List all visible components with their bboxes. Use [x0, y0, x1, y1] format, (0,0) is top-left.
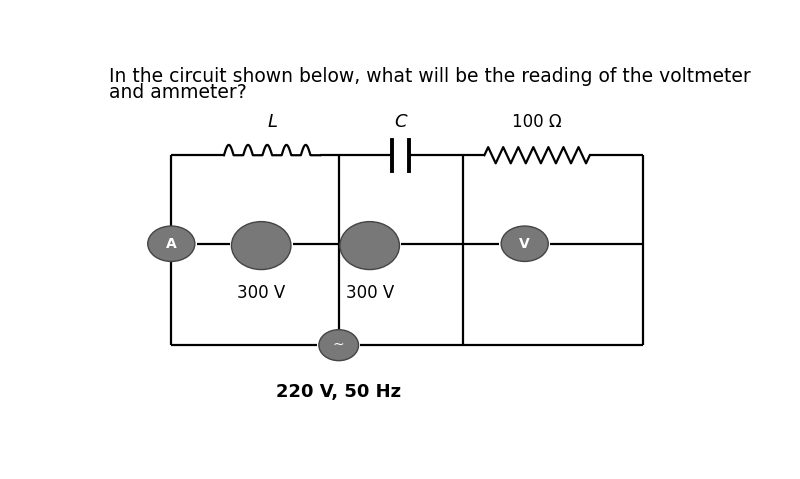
Text: 220 V, 50 Hz: 220 V, 50 Hz: [276, 383, 402, 401]
Text: V: V: [519, 237, 530, 251]
Text: In the circuit shown below, what will be the reading of the voltmeter: In the circuit shown below, what will be…: [110, 67, 751, 86]
Ellipse shape: [501, 226, 548, 262]
Ellipse shape: [340, 222, 399, 270]
Text: and ammeter?: and ammeter?: [110, 83, 247, 103]
Text: 300 V: 300 V: [237, 285, 286, 302]
Text: L: L: [267, 113, 277, 131]
Text: ~: ~: [333, 338, 345, 352]
Text: A: A: [166, 237, 177, 251]
Text: 100 Ω: 100 Ω: [512, 113, 562, 131]
Text: 300 V: 300 V: [346, 285, 394, 302]
Ellipse shape: [148, 226, 195, 262]
Text: C: C: [394, 113, 407, 131]
Ellipse shape: [231, 222, 291, 270]
Ellipse shape: [319, 330, 358, 361]
